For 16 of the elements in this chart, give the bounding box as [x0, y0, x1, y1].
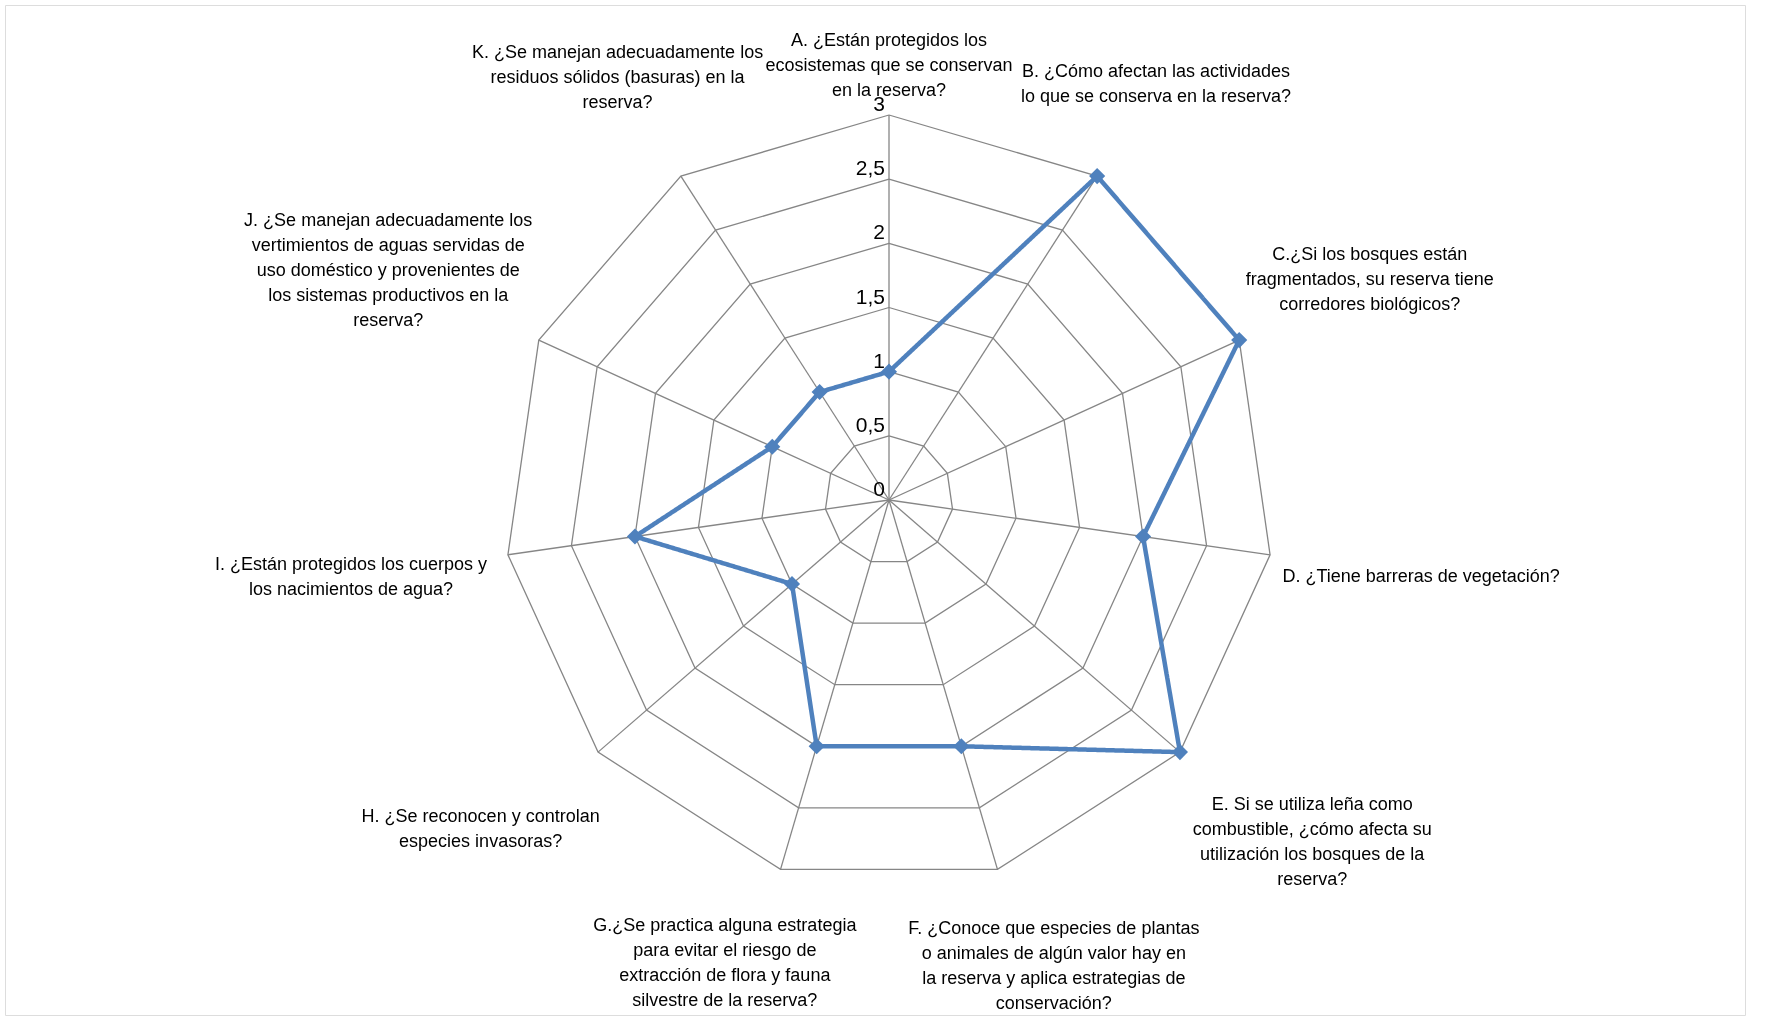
y-tick-label: 2: [873, 220, 885, 244]
spoke-label: K. ¿Se manejan adecuadamente los residuos sólidos (basuras) en la reserva?: [471, 41, 764, 112]
spoke-label: H. ¿Se reconocen y controlan especies invasoras?: [361, 806, 600, 852]
y-tick-label: 0,5: [855, 412, 885, 436]
spoke-label: C.¿Si los bosques están fragmentados, su reserva tiene corredores biológicos?: [1245, 244, 1494, 315]
spoke-label: G.¿Se practica alguna estrategia para evitar el riesgo de extracción de flora y fauna silvestre de la reserva?: [593, 915, 858, 1011]
y-tick-label: 0: [873, 477, 885, 500]
spoke-label: B. ¿Cómo afectan las actividades lo que se conserva en la reserva?: [1020, 61, 1292, 107]
spoke-label: J. ¿Se manejan adecuadamente los vertimientos de aguas servidas de uso doméstico y provenientes de los sistemas productivos en la reserva?: [244, 210, 533, 331]
y-tick-label: 1,5: [855, 284, 885, 308]
spoke-label: F. ¿Conoce que especies de plantas o animales de algún valor hay en la reserva y aplica estrategias de conservación?: [908, 917, 1200, 1013]
spoke-label: D. ¿Tiene barreras de vegetación?: [1282, 565, 1560, 586]
spoke-label: I. ¿Están protegidos los cuerpos y los nacimientos de agua?: [214, 553, 488, 599]
y-tick-label: 2,5: [855, 156, 885, 180]
y-tick-label: 1: [873, 348, 885, 372]
spoke-label: E. Si se utiliza leña como combustible, ¿cómo afecta su utilización los bosques de la reserva?: [1192, 793, 1432, 889]
